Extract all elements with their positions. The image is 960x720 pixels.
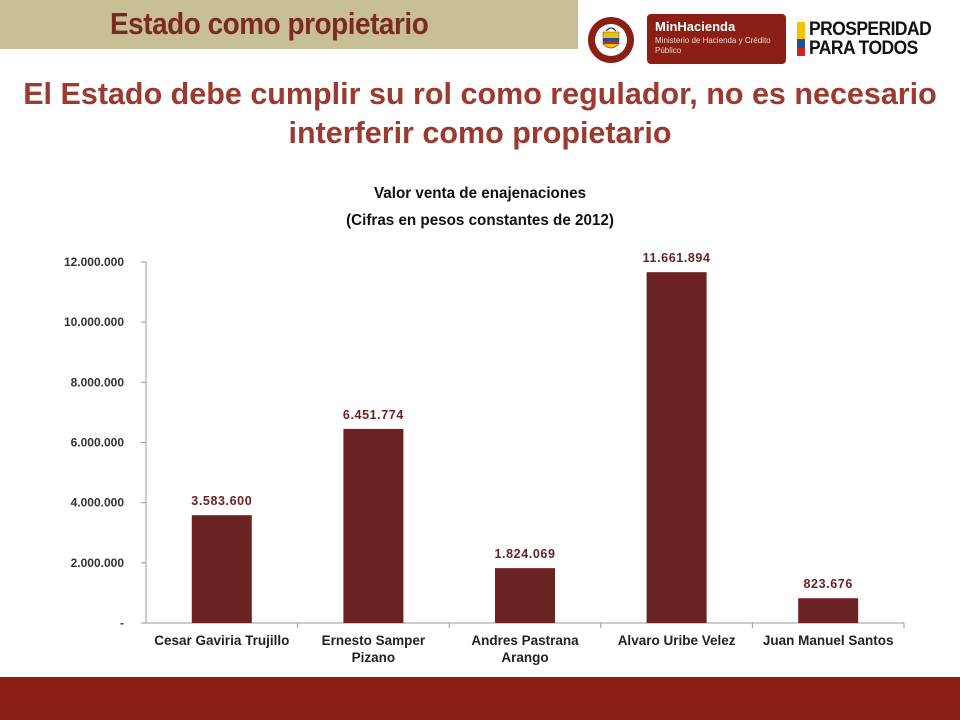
chart-title-block: Valor venta de enajenaciones (Cifras en … (24, 180, 936, 234)
bar (343, 428, 404, 623)
y-tick-label: 2.000.000 (71, 556, 125, 570)
minhacienda-subtitle: Ministerio de Hacienda y Crédito Público (655, 36, 771, 55)
x-tick-label: Cesar Gaviria Trujillo (154, 633, 289, 648)
bar (495, 568, 555, 623)
prosperidad-line1: PROSPERIDAD (809, 19, 932, 40)
x-tick-label: Arango (501, 650, 548, 665)
prosperidad-text: PROSPERIDAD PARA TODOS (809, 19, 932, 59)
bar (798, 598, 859, 623)
data-label: 3.583.600 (191, 494, 252, 508)
data-label: 6.451.774 (343, 408, 404, 422)
footer-bar (0, 677, 960, 720)
prosperidad-logo: PROSPERIDAD PARA TODOS (797, 20, 957, 60)
data-label: 823.676 (804, 577, 853, 591)
colombia-flag-icon (797, 22, 805, 56)
chart-title: Valor venta de enajenaciones (373, 185, 587, 202)
colombia-crest-icon (588, 17, 634, 63)
header-logos: MinHacienda Ministerio de Hacienda y Cré… (585, 12, 955, 68)
data-label: 11.661.894 (643, 251, 711, 265)
minhacienda-logo: MinHacienda Ministerio de Hacienda y Cré… (647, 14, 786, 64)
section-title-tab: Estado como propietario (0, 0, 578, 49)
y-tick-label: 4.000.000 (71, 496, 125, 510)
bar-chart: - 2.000.000 4.000.000 6.000.000 8.000.000 10.… (64, 251, 905, 665)
x-tick-label: Alvaro Uribe Velez (618, 633, 736, 648)
bar (646, 272, 707, 623)
chart-subtitle: (Cifras en pesos constantes de 2012) (346, 212, 614, 229)
y-tick-label: 6.000.000 (71, 436, 125, 450)
x-tick-label: Pizano (352, 650, 396, 665)
headline: El Estado debe cumplir su rol como regul… (23, 77, 937, 150)
x-tick-label: Ernesto Samper (322, 633, 426, 648)
y-tick-label: 10.000.000 (64, 315, 124, 329)
data-label: 1.824.069 (494, 547, 555, 561)
section-title: Estado como propietario (110, 6, 429, 41)
x-tick-label: Juan Manuel Santos (763, 633, 894, 648)
prosperidad-line2: PARA TODOS (809, 38, 918, 59)
x-tick-label: Andres Pastrana (471, 633, 579, 648)
y-tick-label: 12.000.000 (64, 255, 124, 269)
chart-area: - 2.000.000 4.000.000 6.000.000 8.000.000 10.… (34, 243, 910, 677)
y-tick-label: 8.000.000 (71, 375, 125, 389)
bar (191, 515, 252, 623)
y-tick-label: - (120, 616, 124, 630)
minhacienda-name: MinHacienda (655, 19, 736, 34)
